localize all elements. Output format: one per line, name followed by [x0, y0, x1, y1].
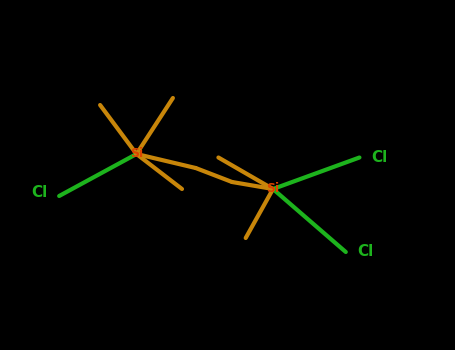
Text: Si: Si — [130, 147, 143, 161]
Text: Cl: Cl — [31, 185, 48, 200]
Text: Si: Si — [267, 182, 279, 196]
Text: Cl: Cl — [357, 245, 374, 259]
Text: Cl: Cl — [371, 150, 387, 165]
